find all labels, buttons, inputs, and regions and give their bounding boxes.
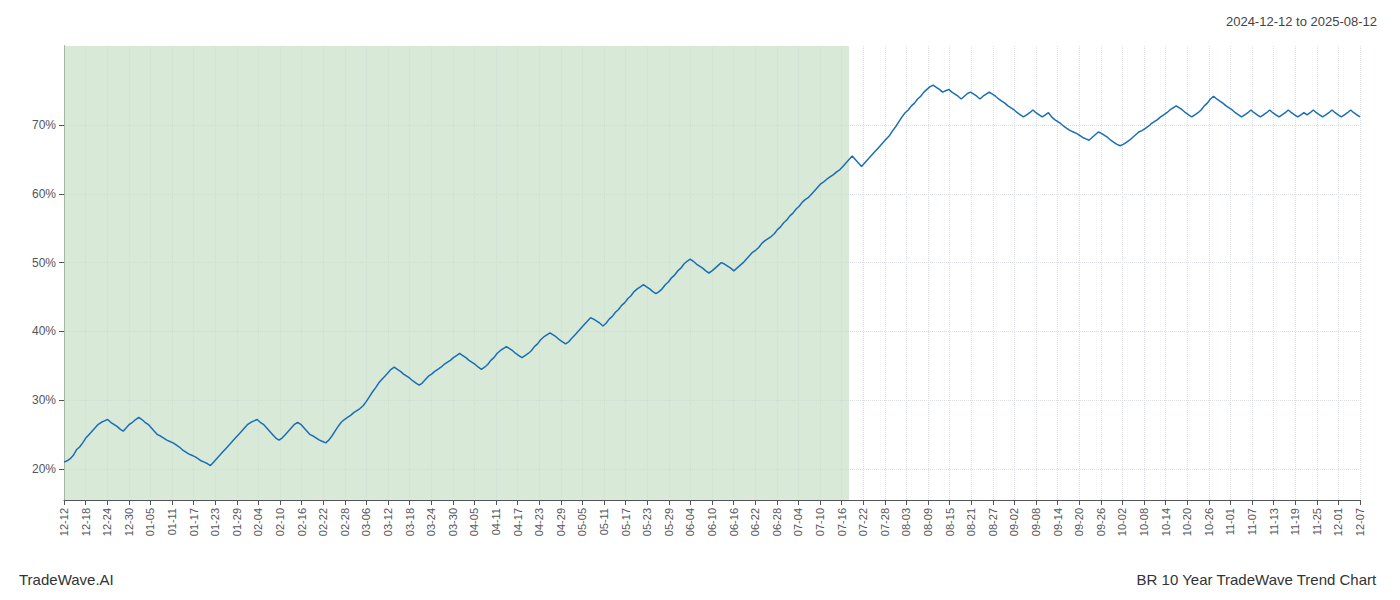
svg-text:02-04: 02-04 xyxy=(252,508,264,536)
svg-text:TradeWave.AI: TradeWave.AI xyxy=(19,571,114,588)
svg-text:60%: 60% xyxy=(32,187,56,201)
svg-text:01-23: 01-23 xyxy=(209,508,221,536)
svg-text:11-19: 11-19 xyxy=(1289,508,1301,535)
svg-text:05-17: 05-17 xyxy=(620,508,632,536)
svg-text:06-28: 06-28 xyxy=(771,508,783,536)
svg-text:06-04: 06-04 xyxy=(684,508,696,536)
svg-text:04-05: 04-05 xyxy=(468,508,480,536)
svg-text:BR 10 Year TradeWave Trend Cha: BR 10 Year TradeWave Trend Chart xyxy=(1137,571,1377,588)
svg-text:70%: 70% xyxy=(32,118,56,132)
svg-text:08-27: 08-27 xyxy=(987,508,999,536)
svg-text:20%: 20% xyxy=(32,462,56,476)
svg-text:04-17: 04-17 xyxy=(512,508,524,536)
svg-text:12-12: 12-12 xyxy=(58,508,70,536)
svg-text:02-16: 02-16 xyxy=(296,508,308,536)
svg-text:40%: 40% xyxy=(32,324,56,338)
svg-text:10-14: 10-14 xyxy=(1160,508,1172,536)
svg-text:05-05: 05-05 xyxy=(576,508,588,536)
svg-text:10-02: 10-02 xyxy=(1116,508,1128,536)
svg-text:11-25: 11-25 xyxy=(1311,508,1323,535)
svg-text:09-20: 09-20 xyxy=(1073,508,1085,536)
svg-text:10-20: 10-20 xyxy=(1181,508,1193,536)
svg-text:03-12: 03-12 xyxy=(382,508,394,536)
svg-text:02-28: 02-28 xyxy=(339,508,351,536)
svg-text:07-10: 07-10 xyxy=(814,508,826,536)
svg-text:04-23: 04-23 xyxy=(533,508,545,536)
svg-text:08-09: 08-09 xyxy=(922,508,934,536)
svg-text:07-04: 07-04 xyxy=(792,508,804,536)
svg-text:09-02: 09-02 xyxy=(1008,508,1020,536)
svg-text:05-11: 05-11 xyxy=(598,508,610,535)
svg-text:05-29: 05-29 xyxy=(663,508,675,536)
svg-text:09-08: 09-08 xyxy=(1030,508,1042,536)
svg-text:12-24: 12-24 xyxy=(101,508,113,536)
svg-text:04-11: 04-11 xyxy=(490,508,502,535)
svg-text:07-22: 07-22 xyxy=(857,508,869,536)
svg-text:12-30: 12-30 xyxy=(123,508,135,536)
svg-text:01-17: 01-17 xyxy=(188,508,200,536)
svg-text:01-29: 01-29 xyxy=(231,508,243,536)
svg-text:08-21: 08-21 xyxy=(965,508,977,536)
svg-text:07-16: 07-16 xyxy=(836,508,848,536)
svg-text:03-18: 03-18 xyxy=(404,508,416,536)
svg-text:04-29: 04-29 xyxy=(555,508,567,536)
svg-text:12-07: 12-07 xyxy=(1354,508,1366,536)
svg-text:30%: 30% xyxy=(32,393,56,407)
svg-text:2024-12-12 to 2025-08-12: 2024-12-12 to 2025-08-12 xyxy=(1226,14,1377,29)
svg-text:10-26: 10-26 xyxy=(1203,508,1215,536)
svg-text:05-23: 05-23 xyxy=(641,508,653,536)
svg-text:06-16: 06-16 xyxy=(728,508,740,536)
svg-text:03-24: 03-24 xyxy=(425,508,437,536)
svg-text:02-22: 02-22 xyxy=(317,508,329,536)
svg-text:03-30: 03-30 xyxy=(447,508,459,536)
svg-text:03-06: 03-06 xyxy=(360,508,372,536)
svg-text:02-10: 02-10 xyxy=(274,508,286,536)
svg-text:08-03: 08-03 xyxy=(900,508,912,536)
svg-text:12-18: 12-18 xyxy=(80,508,92,536)
svg-text:06-10: 06-10 xyxy=(706,508,718,536)
svg-text:12-01: 12-01 xyxy=(1332,508,1344,536)
svg-text:06-22: 06-22 xyxy=(749,508,761,536)
svg-text:08-15: 08-15 xyxy=(944,508,956,536)
svg-text:11-13: 11-13 xyxy=(1268,508,1280,535)
svg-text:07-28: 07-28 xyxy=(879,508,891,536)
svg-text:10-08: 10-08 xyxy=(1138,508,1150,536)
svg-text:01-11: 01-11 xyxy=(166,508,178,535)
svg-text:01-05: 01-05 xyxy=(144,508,156,536)
svg-text:09-26: 09-26 xyxy=(1095,508,1107,536)
svg-text:11-01: 11-01 xyxy=(1224,508,1236,535)
svg-text:11-07: 11-07 xyxy=(1246,508,1258,535)
svg-text:09-14: 09-14 xyxy=(1052,508,1064,536)
svg-text:50%: 50% xyxy=(32,256,56,270)
